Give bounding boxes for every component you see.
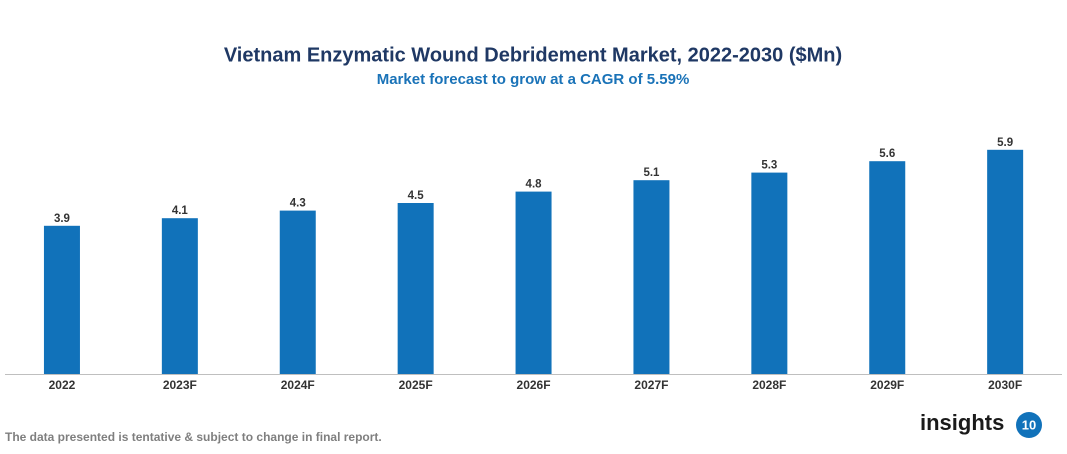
bar [869,161,906,374]
value-label: 5.3 [761,160,777,172]
logo-badge-text: 10 [1022,417,1036,432]
value-label: 5.1 [643,167,660,179]
x-tick-label: 2025F [399,378,433,392]
bar [515,191,552,374]
x-tick-label: 2028F [752,378,786,392]
value-label: 4.8 [526,179,543,191]
bar [987,149,1024,374]
bar [633,180,670,374]
x-tick-label: 2022 [49,378,76,392]
bar [751,172,788,374]
x-tick-label: 2026F [517,378,551,392]
x-tick-label: 2027F [634,378,668,392]
footnote: The data presented is tentative & subjec… [5,430,382,444]
bar [161,218,198,374]
x-tick-label: 2023F [163,378,197,392]
value-label: 4.5 [408,190,425,202]
logo-badge [1016,412,1042,438]
bar [397,203,434,374]
value-label: 4.1 [172,205,189,217]
value-label: 4.3 [290,198,306,210]
value-label: 3.9 [54,213,70,225]
x-tick-label: 2024F [281,378,315,392]
bar [43,225,80,374]
chart-subtitle: Market forecast to grow at a CAGR of 5.5… [377,71,690,88]
chart-title: Vietnam Enzymatic Wound Debridement Mark… [224,44,842,66]
logo-text: insights [920,410,1004,435]
x-tick-label: 2030F [988,378,1022,392]
value-label: 5.6 [879,148,895,160]
bar [279,210,316,374]
value-label: 5.9 [997,137,1013,149]
x-tick-label: 2029F [870,378,904,392]
